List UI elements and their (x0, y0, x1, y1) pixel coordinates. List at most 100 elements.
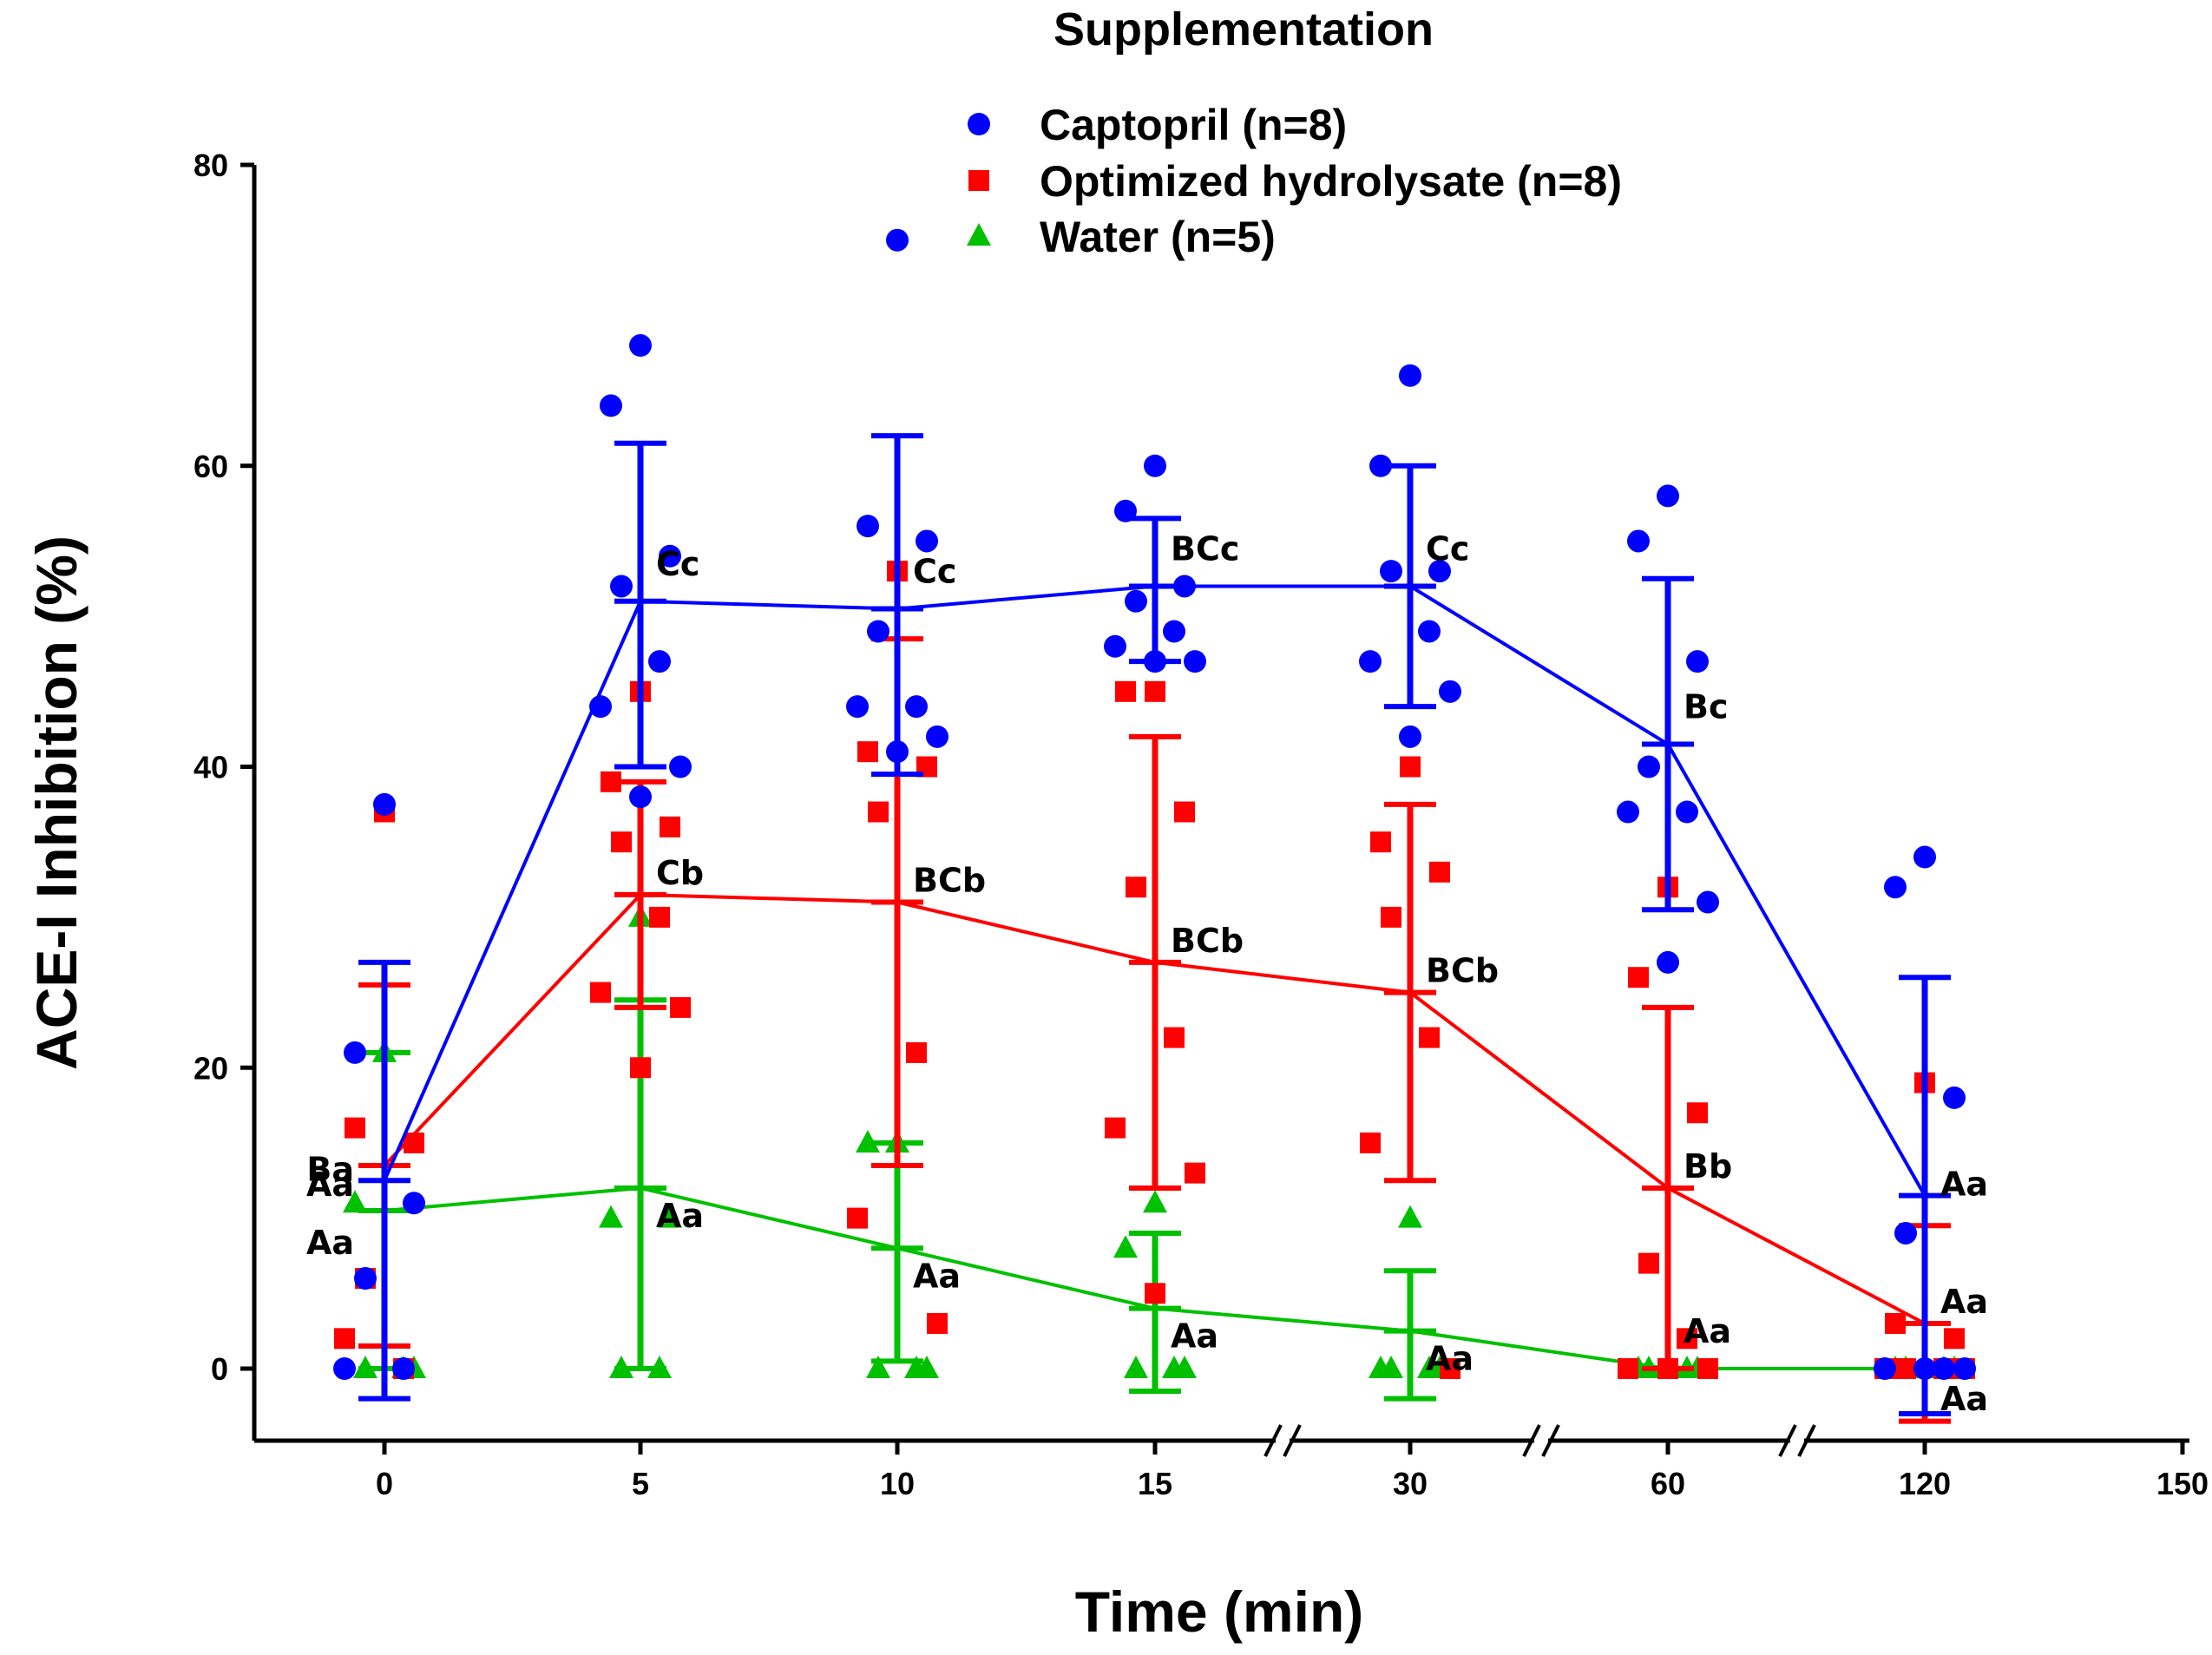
data-point (1428, 560, 1451, 583)
significance-label: Bc (1684, 687, 1729, 726)
legend-item: Optimized hydrolysate (n=8) (968, 157, 1622, 206)
significance-label: Cc (1426, 529, 1469, 568)
data-point (1114, 499, 1137, 522)
legend-label: Water (n=5) (1040, 213, 1276, 261)
data-point (629, 334, 652, 358)
data-point (846, 695, 869, 719)
data-point (1105, 1117, 1126, 1139)
x-tick-label: 150 (2156, 1466, 2209, 1501)
data-point (886, 740, 909, 764)
x-tick-label: 15 (1138, 1466, 1172, 1501)
x-tick-label: 30 (1393, 1466, 1428, 1501)
legend: Captopril (n=8) Optimized hydrolysate (n=… (967, 101, 1622, 261)
data-point (1145, 1283, 1165, 1304)
y-tick-label: 40 (194, 750, 228, 785)
data-point (1687, 1102, 1708, 1124)
data-point (1657, 484, 1679, 508)
data-point (404, 1132, 424, 1153)
data-point (1697, 890, 1719, 914)
data-point (927, 1312, 948, 1334)
data-point (589, 695, 612, 719)
x-tick-label: 60 (1651, 1466, 1685, 1501)
data-point (1677, 1328, 1697, 1350)
data-point (1913, 1357, 1936, 1380)
data-point (856, 1129, 880, 1153)
data-point (1944, 1328, 1965, 1350)
data-point (1913, 845, 1936, 869)
legend-item: Captopril (n=8) (968, 101, 1347, 149)
significance-label: Aa (1171, 1317, 1218, 1356)
data-point (857, 515, 879, 538)
chart-texts: Supplementation Time (min) ACE-I Inhibitio… (24, 3, 1988, 1644)
data-point (1440, 1358, 1460, 1379)
data-point (926, 725, 948, 748)
data-point (1369, 454, 1392, 477)
data-point (1439, 680, 1461, 703)
significance-label: Cb (656, 854, 704, 892)
data-point (1676, 800, 1698, 824)
y-tick-label: 20 (194, 1050, 228, 1086)
series-0 (333, 228, 1976, 1417)
data-point (916, 529, 938, 553)
data-point (1894, 1221, 1917, 1245)
data-point (1419, 1027, 1440, 1048)
data-point (1163, 620, 1185, 643)
legend-marker (967, 223, 991, 246)
axis-break-mark (1283, 1424, 1302, 1457)
legend-marker (968, 113, 990, 135)
data-point (1933, 1357, 1955, 1380)
data-point (1399, 364, 1421, 387)
legend-item: Water (n=5) (967, 213, 1276, 261)
axis-break-mark (1797, 1424, 1816, 1457)
data-point (1418, 620, 1441, 643)
data-point (867, 620, 889, 643)
axis-break-mark (1541, 1424, 1560, 1457)
x-tick-label: 0 (376, 1466, 393, 1501)
data-point (1657, 950, 1679, 974)
data-point (1370, 831, 1391, 853)
x-tick-label: 10 (880, 1466, 915, 1501)
data-point (1638, 755, 1660, 778)
data-point (1162, 1356, 1186, 1378)
mean-line (383, 584, 1926, 1197)
y-tick-label: 0 (211, 1351, 228, 1387)
plot-area (333, 228, 1976, 1424)
y-tick-label: 80 (194, 148, 228, 183)
data-point (334, 1328, 355, 1350)
data-point (1380, 560, 1402, 583)
significance-label: BCb (1426, 952, 1499, 990)
data-point (373, 792, 396, 816)
data-point (1657, 1358, 1678, 1379)
data-point (1398, 1205, 1422, 1228)
data-point (1686, 650, 1709, 673)
data-point (1113, 1235, 1138, 1258)
data-point (857, 741, 878, 763)
data-point (1174, 801, 1195, 823)
data-point (1697, 1358, 1718, 1379)
axis-break-gap (1534, 1419, 1548, 1462)
x-tick-label: 5 (632, 1466, 649, 1501)
data-point (629, 785, 652, 809)
data-point (866, 1356, 890, 1378)
data-point (1874, 1357, 1896, 1380)
data-point (1185, 1162, 1205, 1184)
significance-label: Cc (656, 545, 699, 583)
data-point (1115, 680, 1136, 702)
data-point (868, 801, 889, 823)
data-point (847, 1207, 868, 1229)
significance-label: Aa (1940, 1283, 1988, 1321)
data-point (1173, 575, 1196, 598)
data-point (660, 816, 680, 837)
data-point (1399, 725, 1421, 748)
data-point (344, 1041, 366, 1064)
axis-break-mark (1264, 1424, 1283, 1457)
significance-label: Cc (913, 552, 956, 590)
axis-break-mark (1778, 1424, 1797, 1457)
data-point (611, 831, 632, 853)
significance-label: Ba (306, 1150, 354, 1188)
data-point (1885, 1312, 1906, 1334)
data-point (1144, 650, 1166, 673)
data-point (1628, 967, 1649, 988)
significance-label: Aa (1426, 1340, 1474, 1378)
